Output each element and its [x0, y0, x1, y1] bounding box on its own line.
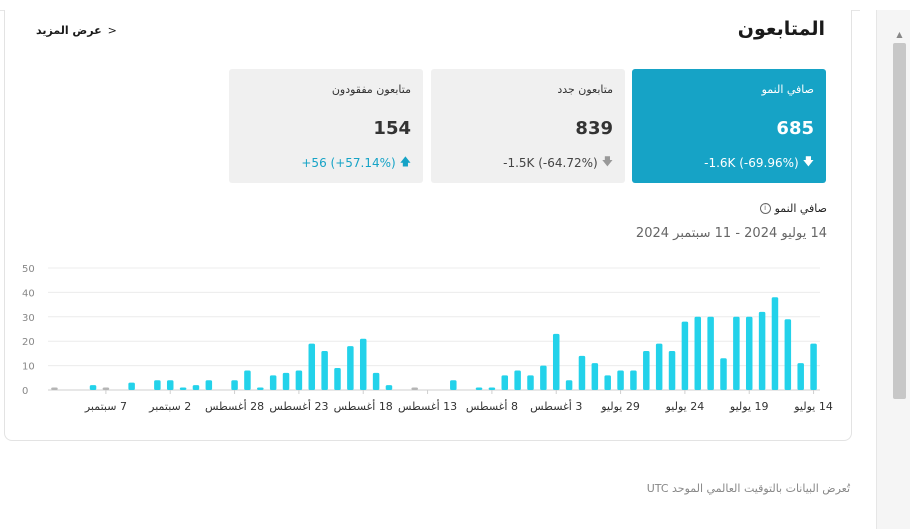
bar — [578, 355, 586, 390]
x-tick-label: 13 أغسطس — [398, 399, 457, 413]
scrollbar-thumb[interactable] — [893, 43, 906, 399]
bar — [179, 387, 187, 390]
bar — [244, 370, 251, 390]
bar — [604, 375, 611, 390]
date-range: 14 يوليو 2024 - 11 سبتمبر 2024 — [635, 226, 827, 241]
x-tick-label: 23 أغسطس — [269, 399, 328, 413]
x-tick-label: 19 يوليو — [729, 400, 769, 413]
arrow-up-icon: 🡅 — [399, 155, 411, 168]
bar — [166, 380, 174, 390]
show-more-label: عرض المزيد — [36, 24, 102, 37]
bar — [231, 380, 238, 390]
stat-change-text: -1.5K (-64.72%) — [503, 155, 598, 170]
chart-metric-text: صافي النمو — [774, 202, 827, 215]
stat-value: 154 — [373, 118, 411, 139]
bar — [51, 387, 58, 390]
x-tick-label: 3 أغسطس — [530, 399, 582, 413]
arrow-down-icon: 🡇 — [802, 155, 814, 168]
bar — [758, 311, 766, 390]
y-tick-label: 20 — [22, 337, 35, 348]
bar — [282, 372, 290, 390]
bar — [797, 363, 804, 390]
show-more-link[interactable]: < عرض المزيد — [36, 24, 117, 37]
bar — [565, 380, 573, 390]
bar — [655, 343, 663, 390]
bar — [334, 368, 341, 390]
x-tick-label: 2 سبتمبر — [148, 400, 191, 413]
bar — [643, 350, 650, 390]
stat-value: 839 — [575, 118, 613, 139]
y-tick-label: 30 — [22, 313, 35, 324]
bar — [128, 382, 135, 390]
bar — [372, 372, 380, 390]
x-tick-label: 8 أغسطس — [466, 399, 518, 413]
bar — [617, 370, 624, 390]
bar — [411, 387, 418, 390]
bar — [205, 380, 213, 390]
bar — [552, 333, 560, 390]
bar — [359, 338, 367, 390]
stat-value: 685 — [776, 118, 814, 139]
bar — [630, 370, 637, 390]
bar — [269, 375, 277, 390]
stat-card-net-growth[interactable]: صافي النمو 685 🡇 -1.6K (-69.96%) — [632, 69, 826, 183]
bar — [527, 375, 534, 390]
bar — [347, 346, 354, 390]
bar — [295, 370, 303, 390]
bar — [720, 358, 727, 390]
bar — [257, 387, 264, 390]
info-icon[interactable]: i — [759, 203, 771, 214]
chart-metric-label: صافي النمو i — [759, 202, 827, 215]
bar — [488, 387, 496, 390]
bar — [668, 350, 676, 390]
bar — [733, 316, 740, 390]
bar — [154, 380, 161, 390]
y-tick-label: 10 — [22, 362, 35, 373]
y-tick-label: 40 — [22, 288, 35, 299]
bar — [514, 370, 521, 390]
arrow-down-icon: 🡇 — [601, 155, 613, 168]
stat-change-text: +56 (+57.14%) — [301, 155, 396, 170]
page-title: المتابعون — [737, 18, 825, 40]
scroll-up-icon[interactable]: ▲ — [896, 30, 903, 39]
stat-change: 🡇 -1.5K (-64.72%) — [443, 153, 613, 172]
stat-label: صافي النمو — [761, 83, 814, 96]
bar — [745, 316, 753, 390]
stat-label: متابعون مفقودون — [331, 83, 411, 96]
stat-change: 🡇 -1.6K (-69.96%) — [644, 153, 814, 172]
bar — [102, 387, 110, 390]
bar — [810, 343, 817, 390]
bar — [89, 385, 97, 390]
bar — [321, 350, 328, 390]
bar — [450, 380, 457, 390]
x-tick-label: 29 يوليو — [600, 400, 640, 413]
stat-change-text: -1.6K (-69.96%) — [704, 155, 799, 170]
x-tick-label: 28 أغسطس — [205, 399, 264, 413]
x-tick-label: 18 أغسطس — [334, 399, 393, 413]
bar — [501, 375, 509, 390]
stat-change: 🡅 +56 (+57.14%) — [241, 153, 411, 172]
stat-card-new-followers[interactable]: متابعون جدد 839 🡇 -1.5K (-64.72%) — [431, 69, 625, 183]
utc-note: تُعرض البيانات بالتوقيت العالمي الموحد U… — [646, 482, 850, 495]
bar — [475, 387, 483, 390]
bar — [591, 363, 599, 390]
bar — [385, 385, 393, 390]
bar — [707, 316, 714, 390]
bar — [308, 343, 316, 390]
x-tick-label: 7 سبتمبر — [84, 400, 127, 413]
bar — [681, 321, 689, 390]
bar — [771, 297, 779, 390]
bar — [192, 385, 200, 390]
stat-card-lost-followers[interactable]: متابعون مفقودون 154 🡅 +56 (+57.14%) — [229, 69, 423, 183]
bar — [694, 316, 702, 390]
bar — [784, 319, 792, 390]
y-tick-label: 0 — [22, 386, 28, 397]
bar — [540, 365, 547, 390]
net-growth-bar-chart: 0 10 20 30 40 50 14 يوليو 19 يوليو 24 يوليو 29 يو… — [22, 264, 833, 413]
stat-label: متابعون جدد — [557, 83, 613, 96]
chevron-left-icon: < — [107, 24, 117, 37]
y-tick-label: 50 — [22, 264, 35, 275]
x-tick-label: 14 يوليو — [793, 400, 833, 413]
x-tick-label: 24 يوليو — [665, 400, 705, 413]
